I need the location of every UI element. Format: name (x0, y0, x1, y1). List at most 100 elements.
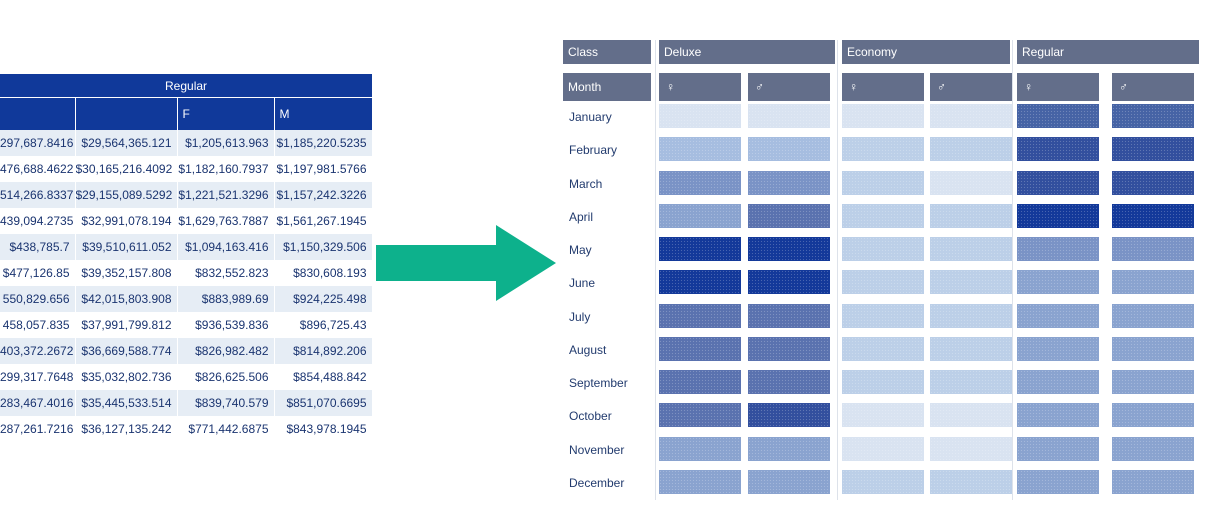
column-header[interactable]: F (177, 97, 275, 130)
male-symbol-header[interactable]: ♂ (930, 73, 1012, 101)
heatmap-cell (930, 303, 1012, 328)
heatmap-cell (1112, 469, 1194, 494)
table-cell: $1,157,242.3226 (274, 182, 373, 208)
female-symbol-header[interactable]: ♀ (659, 73, 741, 101)
heatmap-cell (1017, 469, 1099, 494)
table-row: 439,094.2735 $32,991,078.194 $1,629,763.78… (0, 208, 373, 234)
table-cell: $1,561,267.1945 (274, 208, 373, 234)
class-header-regular[interactable]: Regular (1017, 40, 1199, 64)
heatmap-cell (659, 469, 741, 494)
table-cell: 287,261.7216 (0, 416, 76, 442)
table-row: 297,687.8416 $29,564,365.121 $1,205,613.96… (0, 130, 373, 156)
heatmap-cell (842, 336, 924, 361)
heatmap-cell (659, 237, 741, 261)
table-cell: $814,892.206 (274, 338, 373, 364)
heatmap-cell (748, 303, 830, 328)
heatmap-cell (842, 436, 924, 461)
month-header-label: Month (563, 73, 651, 101)
class-header-deluxe[interactable]: Deluxe (659, 40, 835, 64)
table-cell: $29,155,089.5292 (75, 182, 178, 208)
class-header-economy[interactable]: Economy (842, 40, 1010, 64)
male-symbol-header[interactable]: ♂ (748, 73, 830, 101)
heatmap-cell (1112, 104, 1194, 128)
heatmap-cell (1017, 170, 1099, 195)
table-row: $438,785.7 $39,510,611.052 $1,094,163.416 $… (0, 234, 373, 260)
table-cell: 439,094.2735 (0, 208, 76, 234)
table-cell: $32,991,078.194 (75, 208, 178, 234)
heatmap-cell (930, 469, 1012, 494)
grid-line (655, 40, 656, 500)
female-symbol-header[interactable]: ♀ (842, 73, 924, 101)
column-header[interactable]: M (274, 97, 373, 130)
right-arrow-icon (376, 225, 556, 301)
heatmap-cell (930, 270, 1012, 295)
heatmap-cell (659, 104, 741, 128)
heatmap-cell (930, 403, 1012, 428)
male-symbol-header[interactable]: ♂ (1112, 73, 1194, 101)
heatmap-cell (748, 104, 830, 128)
table-cell: $35,445,533.514 (75, 390, 178, 416)
heatmap-cell (1112, 270, 1194, 295)
heatmap-cell (659, 137, 741, 162)
column-header[interactable] (75, 97, 178, 130)
heatmap-cell (659, 336, 741, 361)
heatmap-cell (748, 137, 830, 162)
table-row: 514,266.8337 $29,155,089.5292 $1,221,521.3… (0, 182, 373, 208)
female-symbol-header[interactable]: ♀ (1017, 73, 1099, 101)
month-label: May (569, 243, 592, 257)
table-cell: $771,442.6875 (177, 416, 275, 442)
table-cell: $854,488.842 (274, 364, 373, 390)
heatmap-matrix: Class Deluxe Economy Regular Month ♀ ♂ ♀ ♂ ♀ ♂ Janu… (563, 40, 1199, 500)
column-header[interactable] (0, 97, 76, 130)
table-cell: 299,317.7648 (0, 364, 76, 390)
heatmap-cell (842, 170, 924, 195)
heatmap-cell (748, 469, 830, 494)
table-cell: 550,829.656 (0, 286, 76, 312)
heatmap-cell (659, 403, 741, 428)
heatmap-cell (1017, 203, 1099, 228)
table-cell: $1,150,329.506 (274, 234, 373, 260)
heatmap-cell (1112, 137, 1194, 162)
heatmap-cell (930, 170, 1012, 195)
table-cell: $30,165,216.4092 (75, 156, 178, 182)
table-cell: $896,725.43 (274, 312, 373, 338)
month-label: September (569, 376, 628, 390)
month-label: December (569, 475, 625, 490)
month-label: July (569, 309, 591, 324)
table-row: 283,467.4016 $35,445,533.514 $839,740.579 $… (0, 390, 373, 416)
heatmap-cell (930, 336, 1012, 361)
table-cell: $826,625.506 (177, 364, 275, 390)
heatmap-cell (930, 370, 1012, 394)
heatmap-cell (748, 370, 830, 394)
heatmap-cell (659, 203, 741, 228)
heatmap-cell (842, 370, 924, 394)
heatmap-cell (842, 237, 924, 261)
heatmap-cell (748, 203, 830, 228)
table-cell: $1,221,521.3296 (177, 182, 275, 208)
heatmap-cell (748, 336, 830, 361)
heatmap-cell (930, 436, 1012, 461)
heatmap-cell (1112, 336, 1194, 361)
heatmap-cell (1112, 403, 1194, 428)
class-header-label: Class (563, 40, 651, 64)
grid-line (837, 40, 838, 500)
heatmap-cell (659, 303, 741, 328)
month-label: April (569, 209, 594, 224)
heatmap-cell (1112, 170, 1194, 195)
heatmap-cell (842, 270, 924, 295)
heatmap-cell (1017, 237, 1099, 261)
table-row: 403,372.2672 $36,669,588.774 $826,982.482 $… (0, 338, 373, 364)
heatmap-cell (659, 270, 741, 295)
group-header-regular: Regular (0, 74, 373, 98)
month-label: October (569, 409, 612, 424)
heatmap-cell (1017, 270, 1099, 295)
month-label: November (569, 442, 625, 457)
heatmap-cell (842, 104, 924, 128)
table-cell: 514,266.8337 (0, 182, 76, 208)
table-cell: $830,608.193 (274, 260, 373, 286)
table-cell: $35,032,802.736 (75, 364, 178, 390)
table-row: 550,829.656 $42,015,803.908 $883,989.69 $92… (0, 286, 373, 312)
table-cell: $826,982.482 (177, 338, 275, 364)
table-cell: $39,510,611.052 (75, 234, 178, 260)
